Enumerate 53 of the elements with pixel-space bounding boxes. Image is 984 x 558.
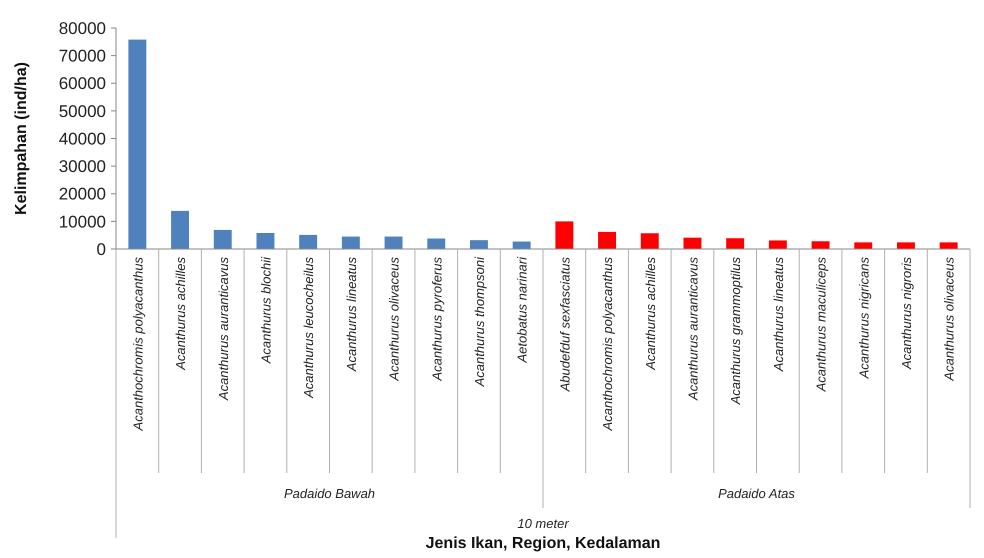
x-tick-label: Acanthurus nigroris: [898, 256, 914, 370]
bar: [555, 221, 574, 249]
y-tick-label: 50000: [58, 102, 106, 121]
x-tick-label: Acanthochromis polyacanthus: [600, 256, 616, 432]
bar: [896, 242, 915, 249]
bar: [683, 238, 702, 249]
x-tick-label: Acanthurus nigricans: [856, 256, 872, 380]
x-tick-label: Acanthurus maculiceps: [814, 256, 829, 392]
x-tick-label: Acanthurus achilles: [642, 256, 658, 371]
x-tick-label: Acanthurus olivaceus: [942, 256, 957, 382]
x-tick-label: Acanthurus lineatus: [770, 256, 786, 372]
bar: [940, 242, 958, 249]
bar: [171, 210, 190, 249]
x-tick-label: Acanthurus pyroferus: [429, 256, 444, 382]
x-tick-label: Acanthurus achilles: [173, 256, 188, 371]
text: Padaido Atas: [718, 486, 796, 501]
bar: [640, 233, 659, 249]
y-tick-label: 60000: [58, 74, 106, 94]
x-tick-label: Acanthurus auranticavus: [216, 256, 231, 402]
y-tick-label: 70000: [58, 46, 106, 66]
bar: [512, 242, 531, 249]
y-tick-label: 0: [96, 240, 106, 259]
bar: [384, 236, 403, 249]
y-axis-title: Kelimpahan (ind/ha): [13, 62, 30, 215]
bar: [128, 40, 146, 249]
text: 10 meter: [517, 516, 570, 531]
x-tick-label: Acanthurus grammoptilus: [728, 256, 744, 406]
bar: [812, 241, 830, 249]
bar: [598, 232, 616, 249]
y-tick-label: 80000: [58, 18, 106, 38]
x-tick-label: Acanthochromis polyacanthus: [130, 256, 146, 432]
x-tick-label: Abudefduf sexfasciatus: [557, 256, 572, 392]
x-tick-label: Acanthurus olivaceus: [386, 256, 402, 382]
x-tick-label: Acanthurus lineatus: [344, 256, 359, 372]
bar: [427, 238, 446, 249]
bar: [726, 238, 744, 249]
bar: [342, 236, 360, 249]
y-tick-label: 20000: [58, 184, 106, 204]
bar: [256, 232, 274, 249]
bar: [470, 240, 488, 249]
x-tick-label: Acanthurus thompsoni: [472, 256, 487, 388]
y-tick-label: 10000: [58, 212, 106, 232]
text: Jenis Ikan, Region, Kedalaman: [426, 535, 660, 552]
x-tick-label: Acanthurus auranticavus: [685, 256, 700, 402]
y-tick-label: 40000: [58, 129, 106, 148]
x-tick-label: Acanthurus blochii: [258, 256, 274, 364]
y-tick-label: 30000: [58, 157, 106, 176]
bar: [214, 230, 232, 249]
text: Padaido Bawah: [284, 486, 376, 501]
bar: [299, 234, 318, 249]
bar: [768, 240, 787, 249]
x-tick-label: Acanthurus leucocheilus: [301, 256, 316, 399]
x-tick-label: Aetobatus narinari: [514, 256, 530, 364]
